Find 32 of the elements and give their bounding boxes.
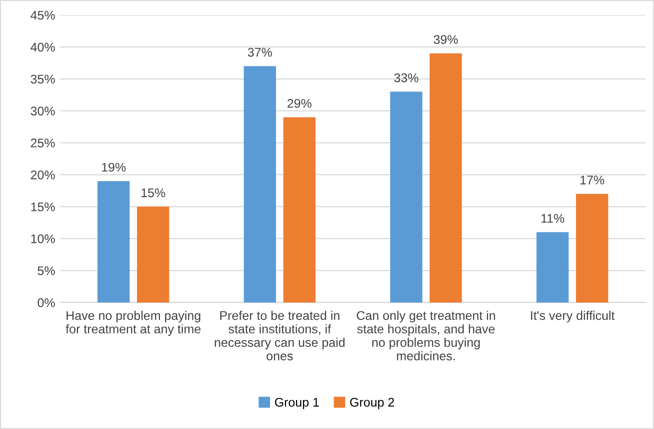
y-tick-label: 45%	[30, 10, 55, 20]
bar	[430, 53, 462, 302]
y-tick-label: 40%	[30, 42, 55, 52]
y-tick-label: 10%	[31, 234, 55, 244]
legend-label: Group 2	[350, 398, 394, 410]
data-label: 15%	[142, 188, 166, 198]
data-label: 37%	[248, 48, 272, 57]
y-tick-label: 15%	[31, 202, 55, 212]
data-label: 29%	[288, 98, 312, 108]
y-tick-label: 30%	[30, 106, 55, 116]
data-label: 39%	[434, 35, 458, 44]
bar	[136, 206, 170, 302]
data-label: 19%	[102, 162, 126, 172]
bar	[244, 66, 276, 302]
bar	[390, 92, 422, 302]
x-tick-label: Have no problem paying for treatment at any time	[66, 310, 201, 336]
bar	[576, 194, 608, 302]
y-tick-label: 0%	[38, 298, 55, 308]
y-tick-label: 5%	[38, 266, 55, 276]
bar	[536, 232, 569, 302]
legend-label: Group 1	[274, 398, 319, 410]
y-tick-label: 25%	[30, 138, 55, 148]
x-tick-label: Can only get treatment in state hospitals, and have no problems buying medicines.	[356, 310, 496, 360]
y-tick-label: 20%	[30, 170, 55, 180]
data-label: 33%	[394, 73, 418, 82]
y-tick-label: 35%	[30, 74, 55, 84]
data-label: 17%	[580, 176, 604, 184]
x-tick-label: Prefer to be treated in state institutions, if necessary can use paid ones	[214, 310, 345, 360]
bar	[283, 117, 316, 302]
data-label: 11%	[541, 214, 564, 223]
x-tick-label: It's very difficult	[531, 310, 615, 322]
bar	[97, 181, 130, 302]
